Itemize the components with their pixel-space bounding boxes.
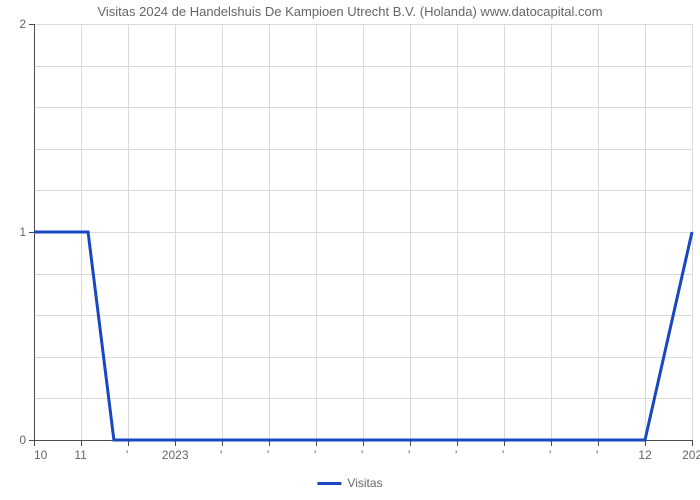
- chart-title: Visitas 2024 de Handelshuis De Kampioen …: [0, 4, 700, 19]
- visits-line-chart: Visitas 2024 de Handelshuis De Kampioen …: [0, 0, 700, 500]
- legend-swatch: [317, 482, 341, 485]
- series-line: [34, 24, 692, 440]
- x-minor-tick-label: ': [267, 448, 269, 462]
- x-tick-label: 12: [638, 448, 651, 462]
- x-minor-tick-label: ': [126, 448, 128, 462]
- grid-vertical: [692, 24, 693, 440]
- x-minor-tick-label: ': [455, 448, 457, 462]
- y-tick-label: 2: [19, 17, 26, 31]
- x-minor-tick-label: ': [502, 448, 504, 462]
- x-tick-label: 11: [74, 448, 86, 462]
- x-tick: [34, 440, 35, 446]
- x-minor-tick-label: ': [314, 448, 316, 462]
- x-tick-label: 10: [34, 448, 47, 462]
- plot-area: [34, 24, 692, 440]
- x-minor-tick-label: ': [220, 448, 222, 462]
- x-tick: [692, 440, 693, 446]
- y-tick-label: 1: [19, 225, 26, 239]
- x-tick-label: 2023: [162, 448, 189, 462]
- x-tick: [81, 440, 82, 446]
- x-minor-tick-label: ': [408, 448, 410, 462]
- x-minor-tick-label: ': [361, 448, 363, 462]
- chart-legend: Visitas: [317, 476, 382, 490]
- x-tick-label: 202: [682, 448, 700, 462]
- legend-label: Visitas: [347, 476, 382, 490]
- x-minor-tick-label: ': [549, 448, 551, 462]
- y-tick-label: 0: [19, 433, 26, 447]
- x-minor-tick-label: ': [596, 448, 598, 462]
